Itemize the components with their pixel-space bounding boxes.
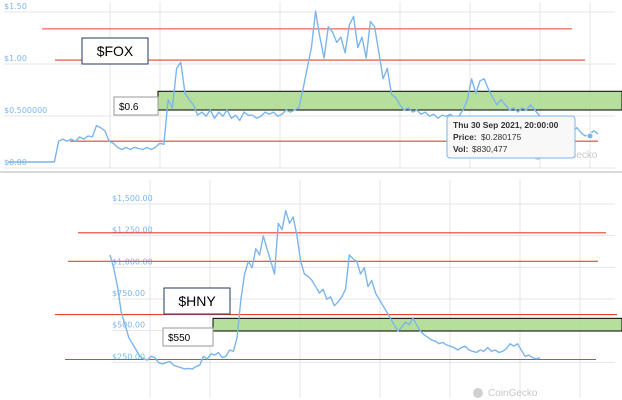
y-tick-label: $1,250.00	[112, 226, 153, 235]
ticker-label: $FOX	[97, 43, 134, 59]
support-zone	[157, 90, 622, 111]
y-tick-label: $1.00	[4, 54, 27, 63]
price-series-line	[8, 10, 599, 163]
ticker-box	[163, 287, 231, 315]
price-series-line	[109, 209, 541, 370]
support-zone	[212, 317, 622, 332]
tooltip-date: Thu 30 Sep 2021, 20:00:00	[453, 120, 559, 130]
level-box	[162, 327, 214, 347]
level-label: $0.6	[119, 102, 139, 113]
y-tick-label: $750.00	[112, 289, 145, 298]
y-tick-label: $1.50	[4, 2, 27, 11]
coingecko-logo	[473, 388, 483, 398]
tooltip-vol-value: $830,477	[472, 144, 508, 154]
hover-point	[586, 132, 594, 140]
tooltip-vol-label: Vol:	[453, 144, 469, 154]
price-tooltip: Thu 30 Sep 2021, 20:00:00 Price: $0.280175…	[446, 115, 576, 159]
y-tick-label: $1,500.00	[112, 194, 153, 203]
watermark-text: CoinGecko	[488, 388, 538, 399]
hny-chart: $1,500.00$1,250.00$1,000.00$750.00$500.0…	[55, 180, 622, 399]
tooltip-price-label: Price:	[453, 132, 477, 142]
ticker-label: $HNY	[178, 293, 216, 309]
fox-chart: $1.50$1.00$0.500000$0.00$FOX$0.6CoinGeck…	[4, 2, 622, 169]
level-label: $550	[168, 333, 191, 344]
y-tick-label: $250.00	[112, 352, 145, 361]
level-box	[113, 96, 159, 116]
ticker-box	[81, 37, 149, 65]
tooltip-background	[446, 115, 576, 159]
y-tick-label: $500.00	[112, 321, 145, 330]
y-tick-label: $0.500000	[4, 106, 47, 115]
tooltip-price-value: $0.280175	[481, 132, 521, 142]
